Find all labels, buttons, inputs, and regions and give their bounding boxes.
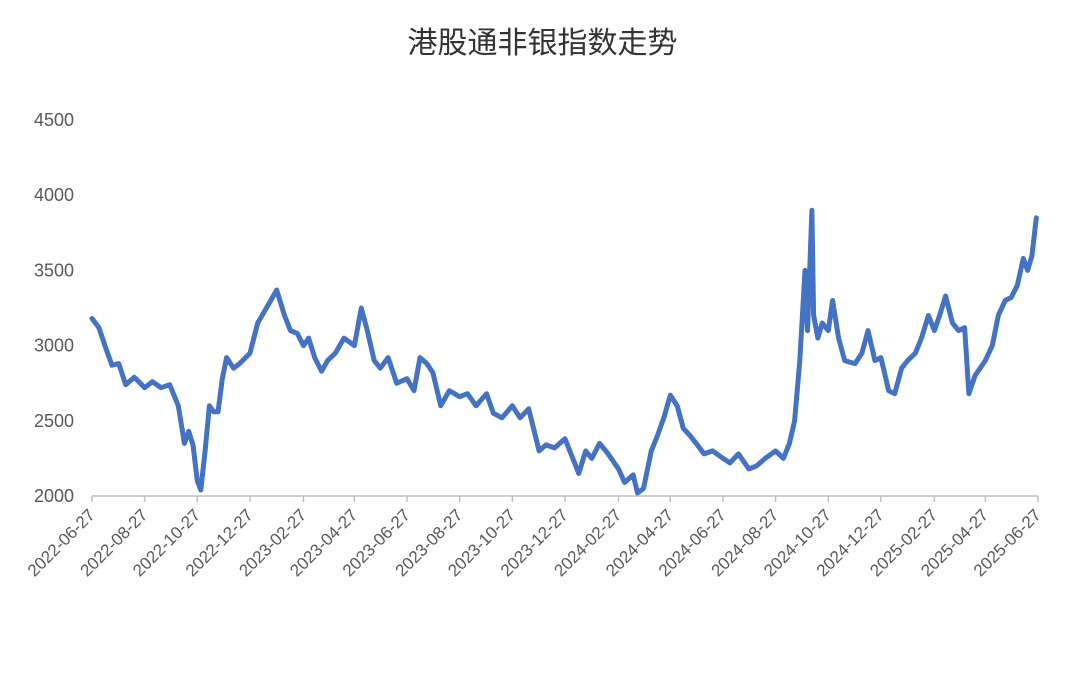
y-tick-label-0: 2000	[34, 486, 74, 506]
y-tick-label-5: 4500	[34, 110, 74, 130]
y-tick-label-2: 3000	[34, 336, 74, 356]
chart-title: 港股通非银指数走势	[407, 26, 678, 61]
series-line-0	[89, 207, 1039, 496]
y-tick-label-1: 2500	[34, 411, 74, 431]
y-tick-label-3: 3500	[34, 260, 74, 280]
y-tick-label-4: 4000	[34, 185, 74, 205]
